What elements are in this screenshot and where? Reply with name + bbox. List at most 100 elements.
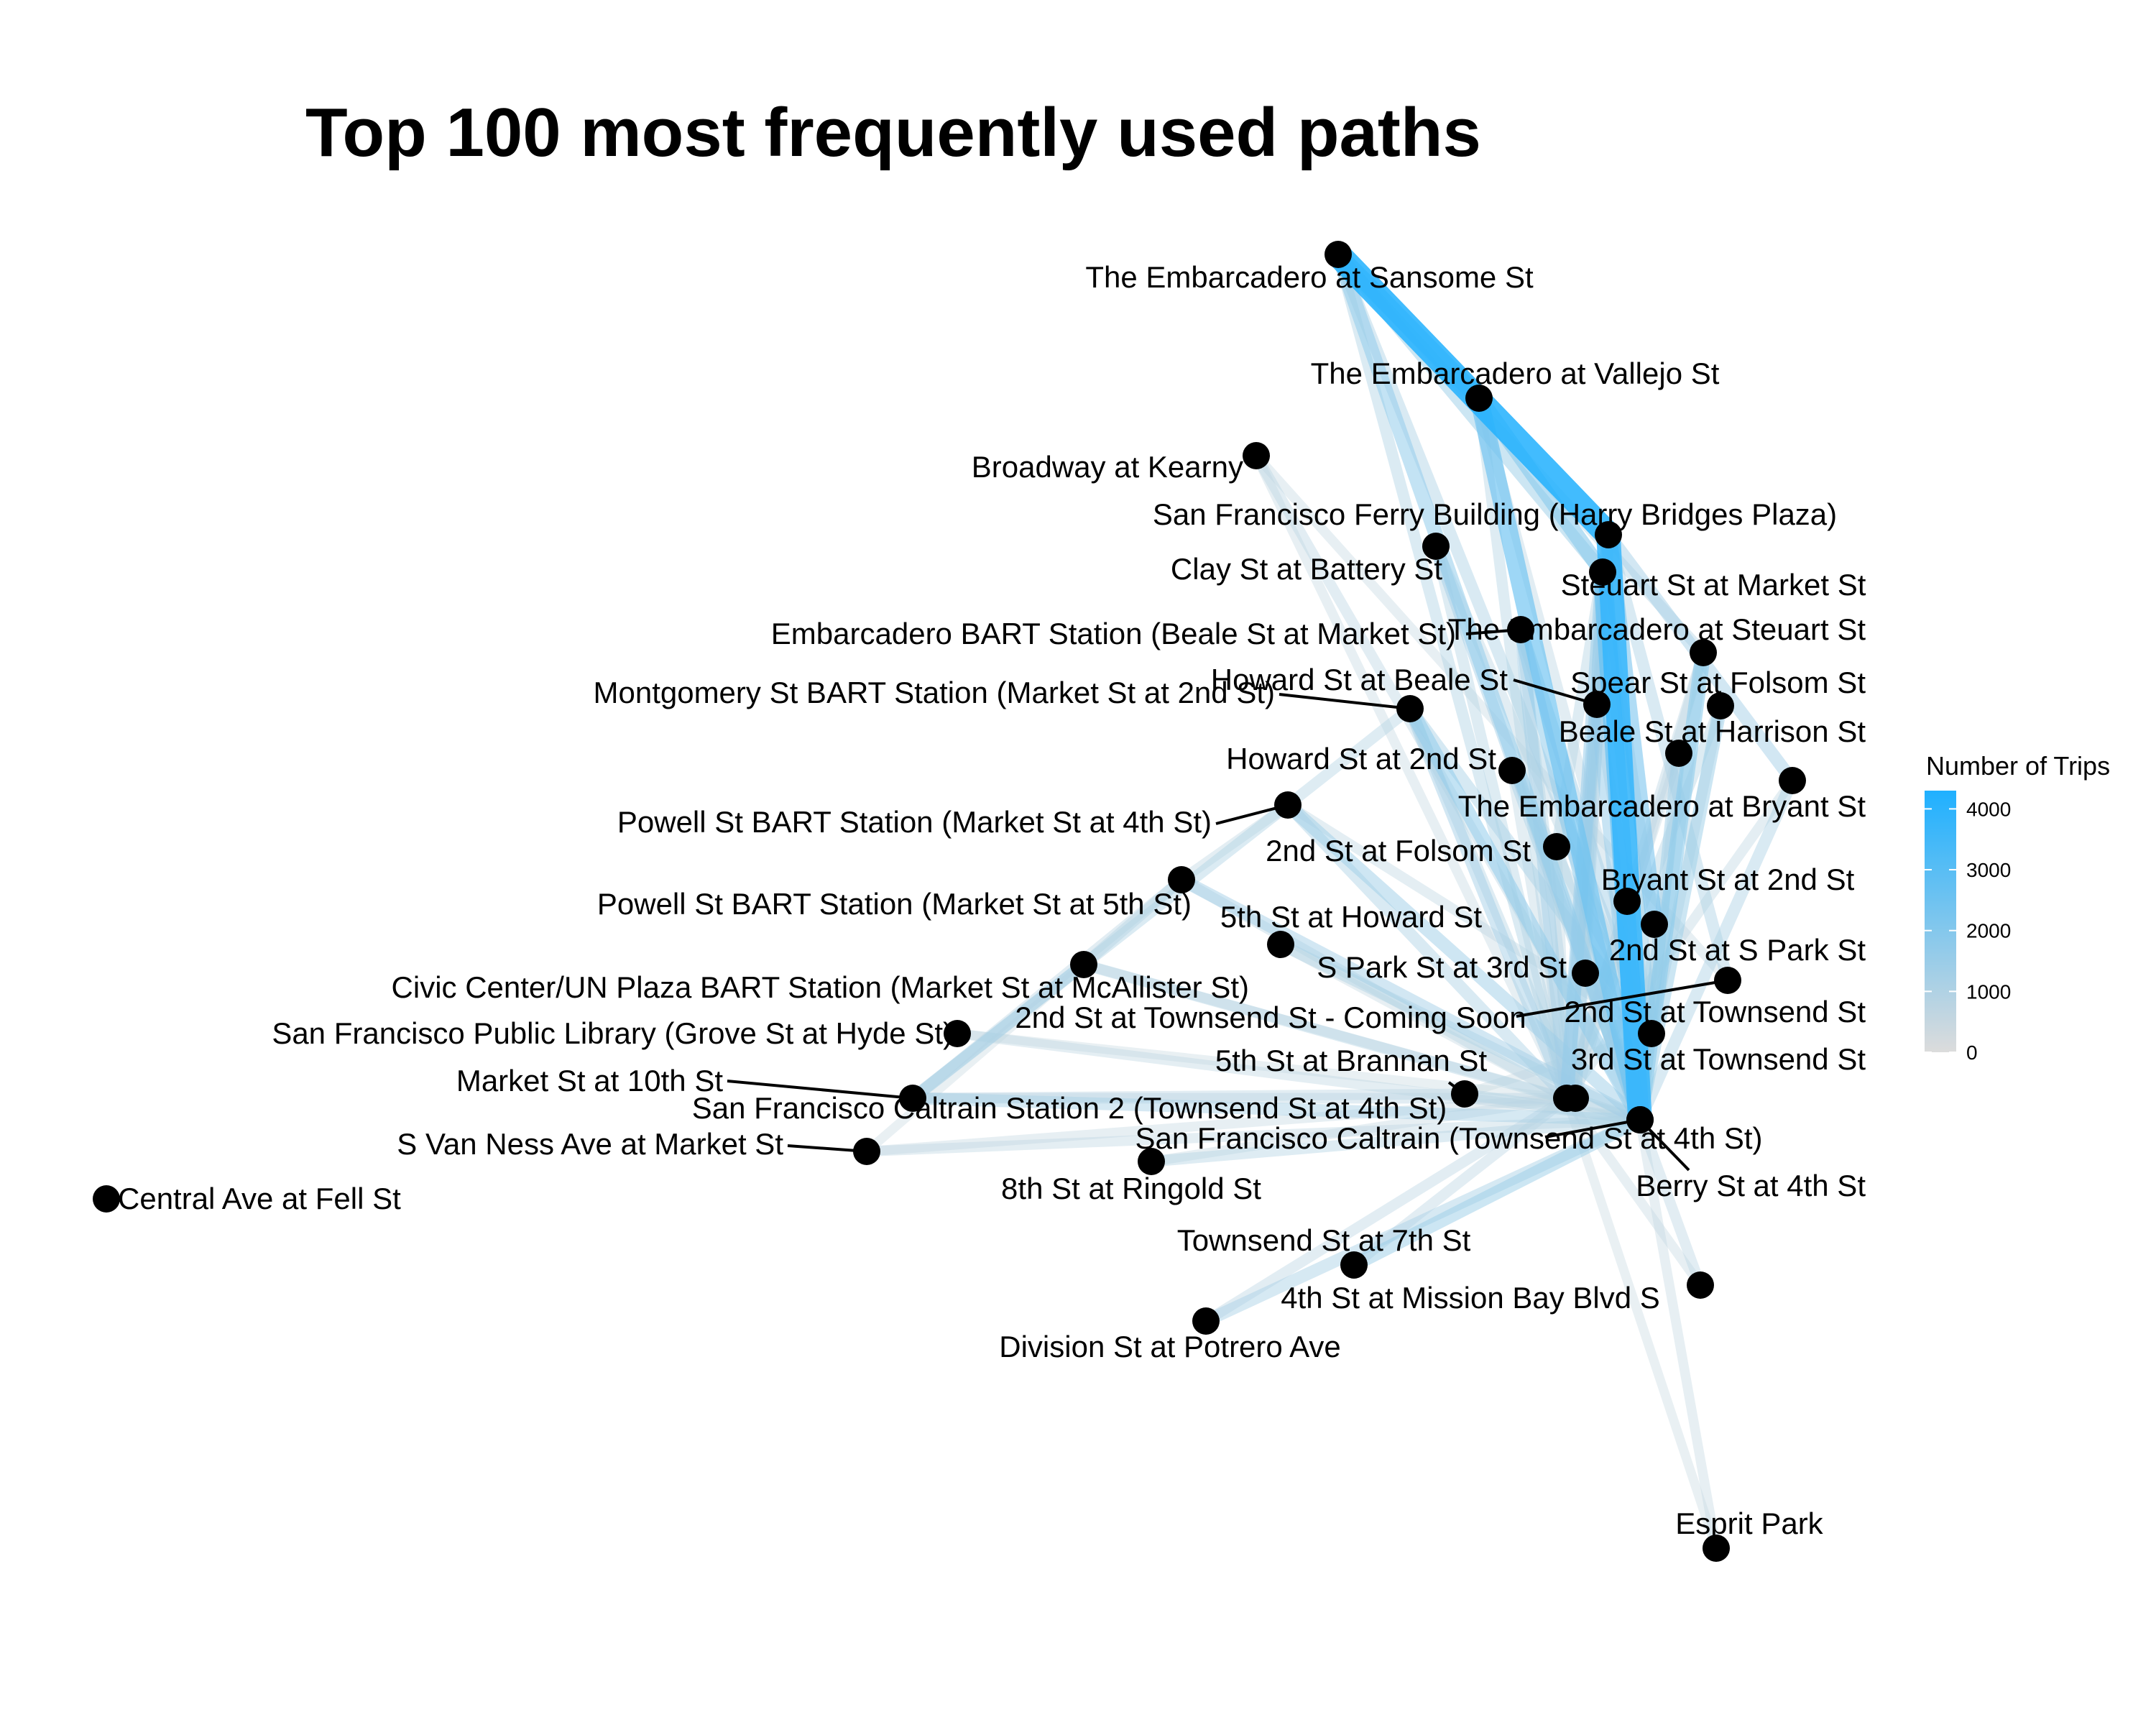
station-node <box>1572 960 1599 987</box>
legend-tick-label: 3000 <box>1966 859 2011 881</box>
path-edge <box>907 874 1187 1104</box>
legend-tick-label: 2000 <box>1966 920 2011 942</box>
station-label: The Embarcadero at Steuart St <box>1448 612 1866 646</box>
station-label: 2nd St at Folsom St <box>1266 834 1531 868</box>
path-edge <box>1596 523 1652 1132</box>
leader-line <box>1279 693 1411 710</box>
path-edge <box>1402 701 1648 1128</box>
station-label: San Francisco Ferry Building (Harry Brid… <box>1153 497 1837 531</box>
station-label: Civic Center/UN Plaza BART Station (Mark… <box>392 970 1249 1004</box>
station-label: S Van Ness Ave at Market St <box>397 1127 783 1161</box>
path-edge <box>1078 874 1187 970</box>
station-node <box>1703 1535 1730 1562</box>
path-edge <box>907 799 1294 1104</box>
station-label: Berry St at 4th St <box>1636 1169 1866 1202</box>
path-edge <box>1473 392 1572 1104</box>
station-label: The Embarcadero at Bryant St <box>1458 789 1866 823</box>
leader-line <box>1513 678 1598 706</box>
path-edge <box>1200 1092 1572 1327</box>
station-node <box>1583 691 1611 718</box>
station-node <box>853 1138 880 1165</box>
path-edge <box>906 1092 1646 1126</box>
station-label: Embarcadero BART Station (Beale St at Ma… <box>771 617 1456 650</box>
station-node <box>1243 442 1270 469</box>
path-edge <box>1281 798 1647 1127</box>
station-node <box>1498 757 1526 784</box>
path-edge <box>1634 1114 1706 1291</box>
path-edge <box>1176 799 1294 886</box>
station-label: 5th St at Howard St <box>1220 900 1483 934</box>
station-node <box>1507 616 1534 643</box>
path-edge <box>1251 451 1572 1103</box>
path-edge <box>1562 1093 1721 1553</box>
station-label: 4th St at Mission Bay Blvd S <box>1281 1281 1660 1315</box>
path-edge <box>1430 540 1572 1104</box>
station-label: 2nd St at Townsend St - Coming Soon <box>1015 1000 1526 1034</box>
path-edge <box>1176 874 1572 1104</box>
station-node <box>1543 833 1570 860</box>
station-label: Steuart St at Market St <box>1561 568 1866 602</box>
station-label: S Park St at 3rd St <box>1317 950 1567 984</box>
path-edge <box>1276 939 1572 1103</box>
leader-line <box>1544 1118 1641 1138</box>
station-label: 2nd St at Townsend St <box>1564 995 1866 1029</box>
station-node <box>1638 1020 1665 1047</box>
station-nodes <box>93 241 1806 1562</box>
station-node <box>1070 951 1097 978</box>
legend-tick-label: 0 <box>1966 1041 1978 1064</box>
legend-colorbar <box>1925 791 1956 1052</box>
path-edge <box>906 958 1090 1105</box>
station-node <box>1138 1148 1165 1175</box>
path-edge <box>1078 959 1572 1104</box>
station-node <box>1325 241 1352 268</box>
station-label: Clay St at Battery St <box>1171 552 1442 586</box>
station-label: Central Ave at Fell St <box>118 1182 401 1215</box>
station-node <box>1687 1271 1714 1299</box>
path-edge <box>1634 774 1799 1126</box>
station-node <box>1267 931 1294 958</box>
station-label: Howard St at Beale St <box>1211 663 1508 696</box>
path-edge <box>862 960 1089 1156</box>
station-node <box>1779 767 1806 794</box>
path-edge <box>1635 1115 1721 1553</box>
station-label: Spear St at Folsom St <box>1570 666 1866 699</box>
station-node <box>944 1020 971 1047</box>
path-edge <box>1146 1114 1646 1167</box>
station-label: The Embarcadero at Sansome St <box>1085 260 1534 294</box>
path-edge <box>1146 1093 1572 1167</box>
station-node <box>1707 692 1734 719</box>
station-node <box>1451 1080 1478 1108</box>
station-label: 3rd St at Townsend St <box>1571 1042 1866 1076</box>
station-node <box>1690 639 1717 666</box>
station-labels: The Embarcadero at Sansome St The Embarca… <box>118 260 1866 1540</box>
path-edge <box>1347 1113 1647 1272</box>
station-node <box>1396 695 1424 722</box>
station-label: Powell St BART Station (Market St at 5th… <box>597 887 1192 921</box>
station-label: Beale St at Harrison St <box>1559 714 1866 748</box>
station-node <box>1422 533 1450 560</box>
station-node <box>1340 1251 1368 1279</box>
station-node <box>1553 1085 1580 1112</box>
station-label: 5th St at Brannan St <box>1215 1044 1488 1077</box>
path-edge <box>952 1028 1646 1126</box>
station-node <box>1641 911 1668 938</box>
station-node <box>1613 888 1641 915</box>
station-label: Esprit Park <box>1675 1506 1823 1540</box>
leader-line <box>1516 979 1728 1018</box>
station-label: Howard St at 2nd St <box>1226 742 1496 776</box>
station-node <box>1192 1307 1220 1335</box>
station-node <box>899 1085 926 1112</box>
station-label: San Francisco Caltrain Station 2 (Townse… <box>692 1091 1447 1125</box>
station-node <box>1274 791 1302 819</box>
path-edge <box>1459 1088 1646 1126</box>
legend-tick-label: 4000 <box>1966 798 2011 820</box>
station-label: Broadway at Kearny <box>972 450 1243 484</box>
path-edge <box>907 1088 1470 1104</box>
path-edge <box>1282 703 1416 811</box>
station-label: The Embarcadero at Vallejo St <box>1311 356 1720 390</box>
path-edge <box>1332 249 1572 1104</box>
path-edge <box>861 1114 1646 1157</box>
station-label: Townsend St at 7th St <box>1177 1223 1471 1257</box>
station-node <box>1665 740 1692 767</box>
